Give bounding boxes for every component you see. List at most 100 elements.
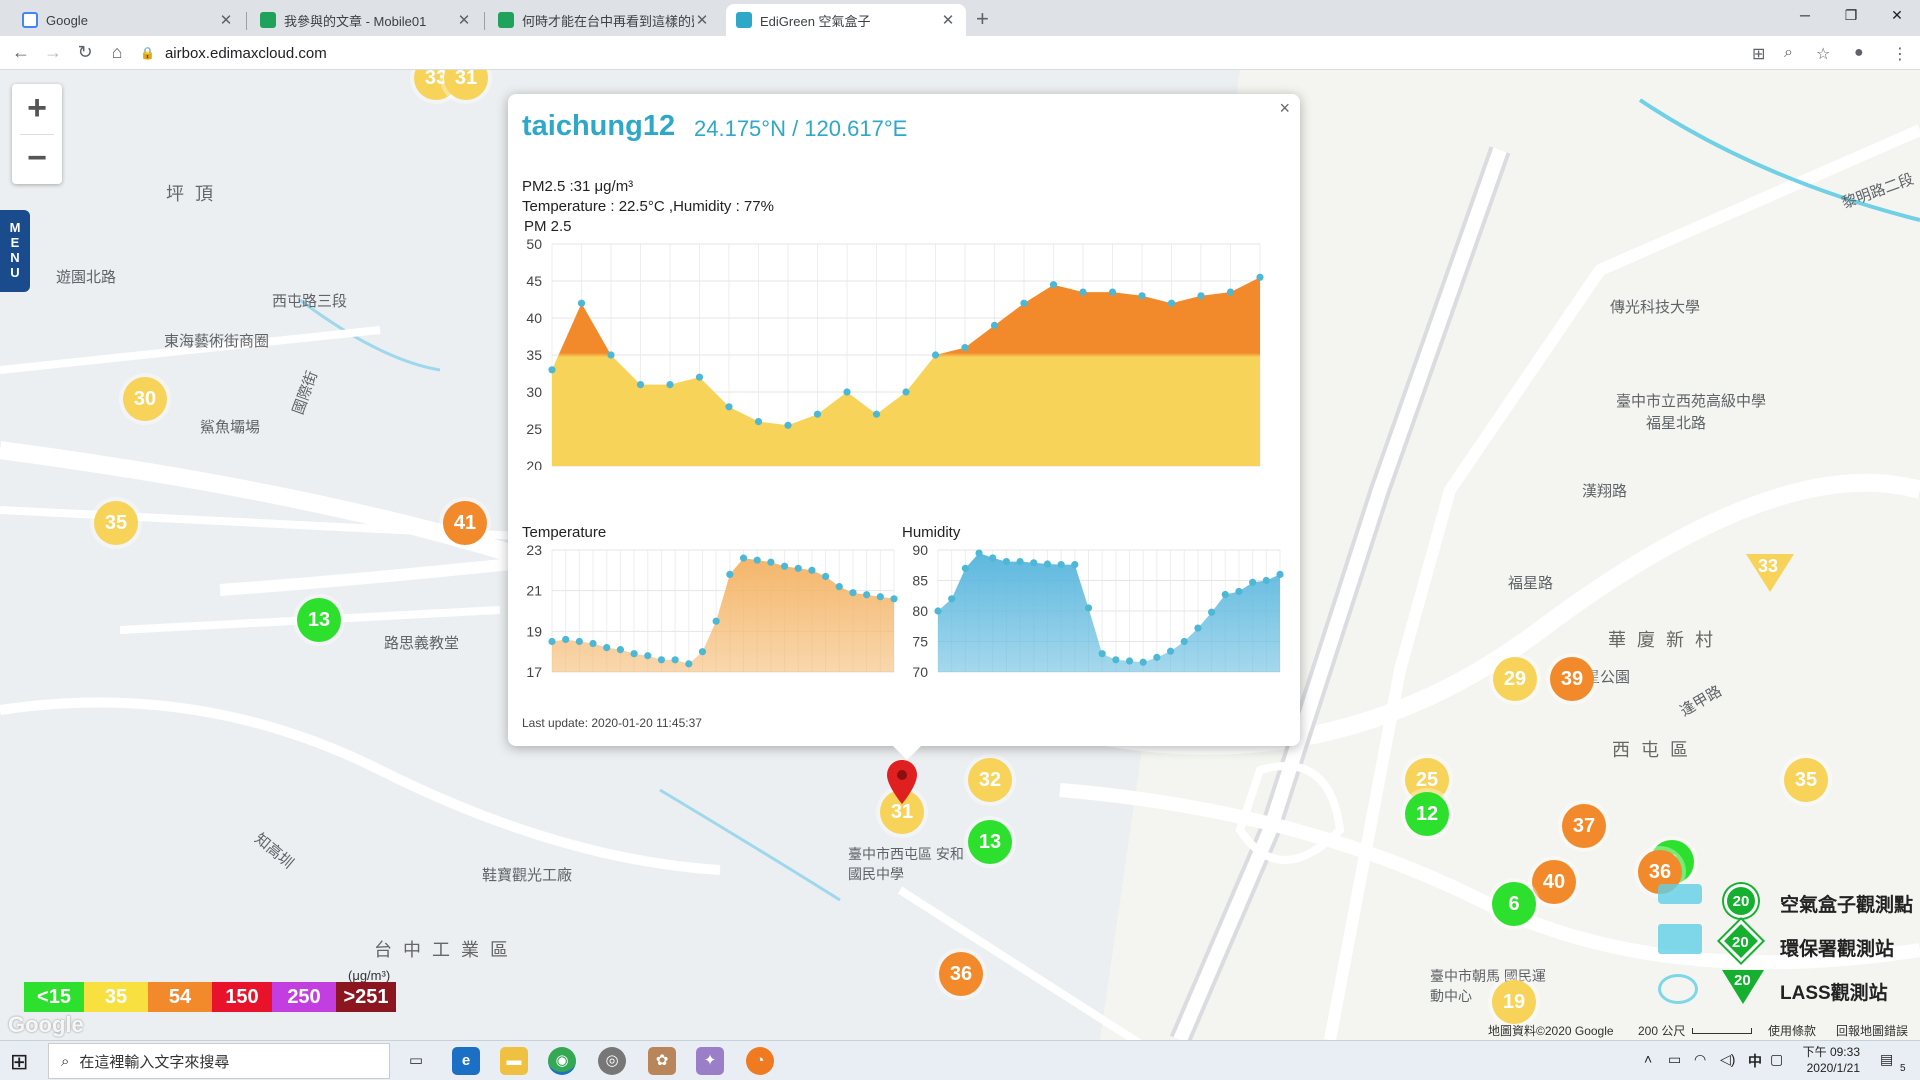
airbox-marker[interactable]: 35 [1784, 758, 1828, 802]
data-point [1180, 637, 1188, 646]
profile-icon[interactable]: ● [1854, 44, 1864, 61]
airbox-marker[interactable]: 29 [1493, 657, 1537, 701]
report-error-link[interactable]: 回報地圖錯誤 [1836, 1024, 1909, 1038]
data-point [1221, 590, 1229, 599]
zoom-in-button[interactable]: + [27, 89, 47, 127]
edge-icon[interactable]: e [452, 1047, 480, 1075]
lass-marker[interactable] [1746, 554, 1794, 592]
airbox-marker[interactable]: 35 [94, 501, 138, 545]
data-point [872, 410, 881, 418]
system-clock[interactable]: 下午 09:33 2020/1/21 [1802, 1045, 1860, 1075]
ime-indicator[interactable]: 中 [1748, 1053, 1762, 1069]
app-icon[interactable]: ✿ [648, 1047, 676, 1075]
data-point [630, 650, 638, 658]
location-pin-icon[interactable] [887, 760, 917, 804]
volume-icon[interactable]: ◁) [1720, 1051, 1736, 1067]
airbox-marker[interactable]: 39 [1550, 657, 1594, 701]
zoom-out-button[interactable]: − [27, 139, 47, 177]
data-point [1139, 658, 1147, 666]
data-point [1084, 604, 1093, 612]
data-point [1235, 587, 1243, 596]
blender-icon[interactable]: ◔ [746, 1047, 774, 1075]
series-area [552, 277, 1260, 466]
y-tick-label: 19 [526, 623, 542, 639]
data-point [644, 652, 652, 660]
more-menu-icon[interactable]: ⋮ [1892, 46, 1908, 63]
new-tab-icon[interactable]: + [976, 6, 989, 31]
data-point [822, 572, 830, 581]
wifi-icon[interactable]: ◠ [1694, 1051, 1707, 1067]
data-point [589, 639, 597, 648]
forward-icon[interactable]: → [44, 42, 62, 62]
legend-level: 250 [272, 982, 336, 1012]
tab-mobile01-thread[interactable]: 何時才能在台中再看到這樣的藍天 ✕ [488, 4, 720, 36]
notification-icon[interactable]: ▤ [1880, 1051, 1894, 1067]
airbox-marker[interactable]: 40 [1532, 860, 1576, 904]
windows-start-icon[interactable]: ⊞ [10, 1049, 29, 1074]
airbox-badge: 20 [1724, 884, 1758, 918]
airbox-marker[interactable]: 36 [939, 952, 983, 996]
tab-mobile01[interactable]: 我參與的文章 - Mobile01 ✕ [250, 4, 482, 36]
data-point [1112, 656, 1120, 664]
airbox-marker[interactable]: 12 [1405, 792, 1449, 836]
temperature-chart-title: Temperature [522, 524, 607, 541]
terms-link[interactable]: 使用條款 [1768, 1024, 1817, 1038]
bookmark-star-icon[interactable]: ☆ [1816, 46, 1831, 63]
map-label: 遊園北路 [56, 269, 117, 286]
popup-close-button[interactable]: × [1279, 98, 1290, 118]
epa-building-icon [1658, 924, 1702, 954]
address-bar[interactable]: 🔒 airbox.edimaxcloud.com [140, 39, 1900, 67]
airbox-marker[interactable]: 13 [297, 598, 341, 642]
close-icon[interactable]: ✕ [695, 12, 709, 29]
airbox-marker[interactable]: 13 [968, 820, 1012, 864]
y-tick-label: 45 [526, 273, 542, 289]
humidity-chart-title: Humidity [902, 524, 961, 541]
data-point [607, 351, 615, 359]
airbox-marker[interactable]: 32 [968, 758, 1012, 802]
data-point [876, 593, 884, 601]
app-icon[interactable]: ✦ [696, 1047, 724, 1075]
battery-icon[interactable]: ▭ [1668, 1051, 1682, 1067]
data-point [948, 595, 956, 603]
close-icon[interactable]: ✕ [219, 12, 233, 29]
tab-edigreen[interactable]: EdiGreen 空氣盒子 ✕ [726, 4, 966, 36]
back-icon[interactable]: ← [12, 42, 30, 62]
data-point [1226, 288, 1235, 296]
file-explorer-icon[interactable]: ▬ [500, 1047, 528, 1075]
lass-legend-label[interactable]: LASS觀測站 [1780, 983, 1888, 1004]
airbox-marker[interactable]: 30 [123, 377, 167, 421]
restore-icon[interactable]: ❐ [1844, 7, 1858, 23]
data-point [784, 421, 792, 429]
close-icon[interactable]: ✕ [457, 12, 471, 29]
window-close-icon[interactable]: ✕ [1891, 7, 1903, 23]
ime-mode-icon[interactable]: ▢ [1770, 1051, 1784, 1067]
chrome-icon[interactable]: ◉ [548, 1047, 576, 1075]
reload-icon[interactable]: ↻ [77, 42, 93, 62]
tray-chevron-icon[interactable]: ˄ [1644, 1051, 1653, 1067]
airbox-marker[interactable]: 37 [1562, 804, 1606, 848]
tab-google[interactable]: Google ✕ [12, 4, 244, 36]
notification-count: 5 [1900, 1063, 1906, 1074]
app-icon[interactable]: ◎ [598, 1047, 626, 1075]
y-tick-label: 35 [526, 347, 542, 363]
url-text[interactable]: airbox.edimaxcloud.com [164, 44, 327, 62]
airbox-legend-label[interactable]: 空氣盒子觀測點 [1780, 895, 1914, 916]
zoom-icon[interactable]: ⌕ [1784, 44, 1793, 61]
close-icon[interactable]: ✕ [941, 12, 955, 29]
taskbar-search[interactable]: ⌕ 在這裡輸入文字來搜尋 [48, 1043, 390, 1079]
map-label: 福星路 [1508, 575, 1554, 592]
task-view-icon[interactable]: ▭ [408, 1052, 424, 1069]
minimize-icon[interactable]: ─ [1800, 7, 1810, 23]
map-canvas[interactable]: 坪 頂 遊園北路 東海藝術街商圈 鯊魚壩場 西屯路三段 國際街 路思義教堂 台 … [0, 70, 1920, 1040]
epa-legend-label[interactable]: 環保署觀測站 [1780, 939, 1895, 960]
airbox-marker[interactable]: 19 [1492, 980, 1536, 1024]
translate-icon[interactable]: ⊞ [1752, 46, 1766, 63]
data-point [548, 366, 556, 374]
airbox-marker[interactable]: 6 [1492, 882, 1536, 926]
data-point [843, 388, 851, 396]
menu-button[interactable]: M E N U [0, 210, 30, 292]
data-point [1002, 557, 1010, 566]
aqi-legend: <15 35 54 150 250 >251 [24, 982, 396, 1012]
airbox-marker[interactable]: 41 [443, 501, 487, 545]
home-icon[interactable]: ⌂ [111, 42, 123, 62]
